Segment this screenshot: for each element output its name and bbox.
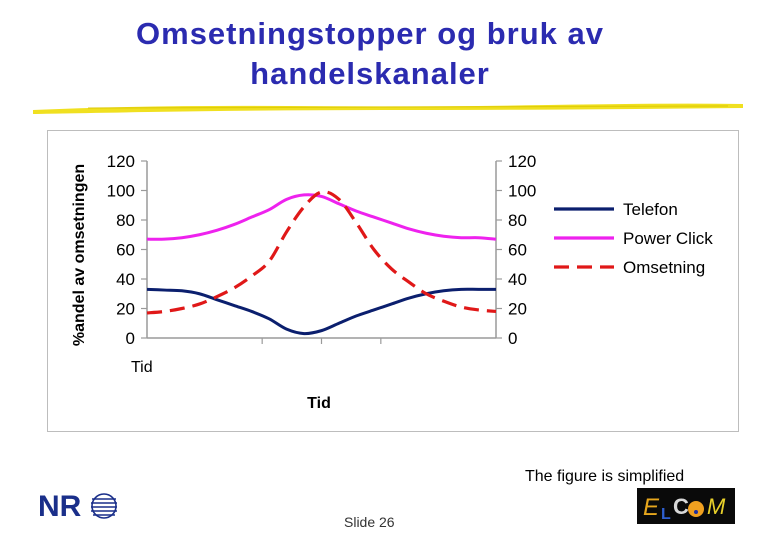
title-line-1: Omsetningstopper og bruk av [136, 16, 604, 51]
nr-logo: NR [38, 490, 117, 523]
svg-text:C: C [673, 494, 689, 519]
y-tick-label-left: 120 [107, 152, 135, 171]
page-title: Omsetningstopper og bruk av handelskanal… [80, 14, 660, 94]
y-tick-label-right: 40 [508, 270, 527, 289]
slide-number: Slide 26 [344, 514, 395, 530]
elcom-logo: E L C M [637, 488, 735, 524]
chart-frame: 0 0 20 20 40 40 60 60 80 80 100 100 120 120 Telefon Po… [47, 130, 739, 432]
y-tick-label-left: 0 [126, 329, 135, 348]
series-line-omsetning [146, 190, 497, 315]
y-tick-label-left: 20 [116, 300, 135, 319]
x-axis-label: Tid [307, 395, 331, 412]
y-tick-label-left: 80 [116, 211, 135, 230]
y-tick-label-right: 60 [508, 241, 527, 260]
svg-text:E: E [643, 494, 660, 521]
title-underline [32, 103, 744, 114]
series-line-telefon [146, 287, 496, 336]
y-tick-label-left: 40 [116, 270, 135, 289]
line-chart: 0 0 20 20 40 40 60 60 80 80 100 100 120 120 Telefon Po… [71, 152, 713, 412]
legend-label-telefon: Telefon [623, 200, 678, 219]
x-tick-label: Tid [131, 359, 153, 376]
y-axis-label: %andel av omsetningen [71, 164, 88, 346]
series-line-power-click [146, 193, 497, 241]
title-line-2: handelskanaler [250, 56, 490, 91]
y-tick-label-right: 20 [508, 300, 527, 319]
y-tick-label-right: 100 [508, 182, 536, 201]
y-tick-label-right: 0 [508, 329, 517, 348]
nr-logo-text: NR [38, 490, 82, 523]
y-tick-label-left: 60 [116, 241, 135, 260]
legend-label-power-click: Power Click [623, 229, 713, 248]
simplification-note: The figure is simplified [525, 468, 685, 485]
svg-text:L: L [661, 506, 671, 523]
y-tick-label-left: 100 [107, 182, 135, 201]
svg-text:M: M [707, 494, 726, 519]
y-tick-label-right: 120 [508, 152, 536, 171]
y-tick-label-right: 80 [508, 211, 527, 230]
legend-label-omsetning: Omsetning [623, 258, 705, 277]
